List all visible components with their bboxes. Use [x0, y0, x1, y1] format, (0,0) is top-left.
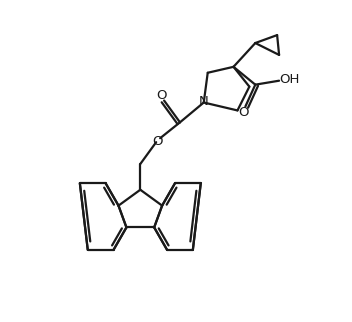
Text: O: O — [238, 106, 249, 119]
Text: O: O — [156, 89, 166, 102]
Text: O: O — [152, 135, 162, 148]
Text: N: N — [199, 95, 209, 108]
Text: OH: OH — [279, 73, 299, 86]
